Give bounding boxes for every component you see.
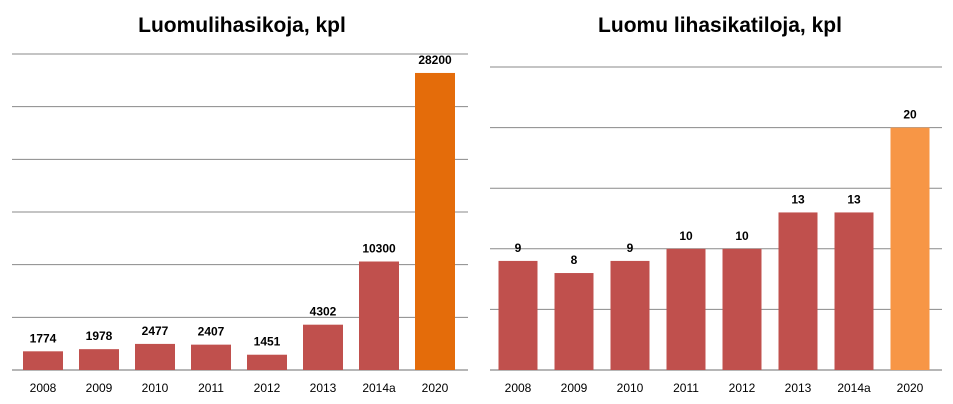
data-label: 1451 <box>254 335 281 349</box>
data-label: 2407 <box>198 325 225 339</box>
x-tick-label: 2014a <box>837 381 871 395</box>
bar-2020 <box>890 127 930 370</box>
bar-2009 <box>554 273 594 370</box>
x-tick-label: 2010 <box>617 381 644 395</box>
data-label: 9 <box>515 241 522 255</box>
bar-2014a <box>834 212 874 370</box>
x-tick-label: 2013 <box>310 381 337 395</box>
x-tick-label: 2011 <box>198 381 224 395</box>
data-label: 1978 <box>86 329 113 343</box>
x-tick-label: 2020 <box>897 381 924 395</box>
data-label: 20 <box>903 108 917 122</box>
bar-2010 <box>135 343 175 370</box>
data-label: 8 <box>571 253 578 267</box>
chart-title-sows: Luomulihasikoja, kpl <box>138 14 346 37</box>
data-label: 1774 <box>30 331 57 345</box>
data-label: 13 <box>847 192 861 206</box>
data-label: 10 <box>679 229 693 243</box>
bar-2013 <box>778 212 818 370</box>
data-label: 9 <box>627 241 634 255</box>
bar-2008 <box>23 351 63 370</box>
data-label: 28200 <box>418 53 452 67</box>
x-tick-label: 2012 <box>729 381 756 395</box>
x-tick-label: 2008 <box>505 381 532 395</box>
bar-2009 <box>79 349 119 370</box>
bar-2013 <box>303 324 343 370</box>
x-tick-label: 2012 <box>254 381 281 395</box>
data-label: 4302 <box>310 305 337 319</box>
data-label: 2477 <box>142 324 169 338</box>
bar-2012 <box>247 354 287 370</box>
data-label: 10300 <box>362 242 396 256</box>
bar-2020 <box>415 72 455 371</box>
x-tick-label: 2020 <box>422 381 449 395</box>
bar-2011 <box>666 248 706 370</box>
x-tick-label: 2009 <box>86 381 113 395</box>
data-label: 10 <box>735 229 749 243</box>
x-tick-label: 2009 <box>561 381 588 395</box>
bar-2011 <box>191 344 231 370</box>
bar-2008 <box>498 260 538 370</box>
x-tick-label: 2013 <box>785 381 812 395</box>
bar-2014a <box>359 261 399 370</box>
x-tick-label: 2014a <box>362 381 396 395</box>
x-tick-label: 2008 <box>30 381 57 395</box>
bar-2010 <box>610 260 650 370</box>
chart-title-farms: Luomu lihasikatiloja, kpl <box>598 14 842 37</box>
data-label: 13 <box>791 192 805 206</box>
x-tick-label: 2010 <box>142 381 169 395</box>
bar-2012 <box>722 248 762 370</box>
x-tick-label: 2011 <box>673 381 699 395</box>
